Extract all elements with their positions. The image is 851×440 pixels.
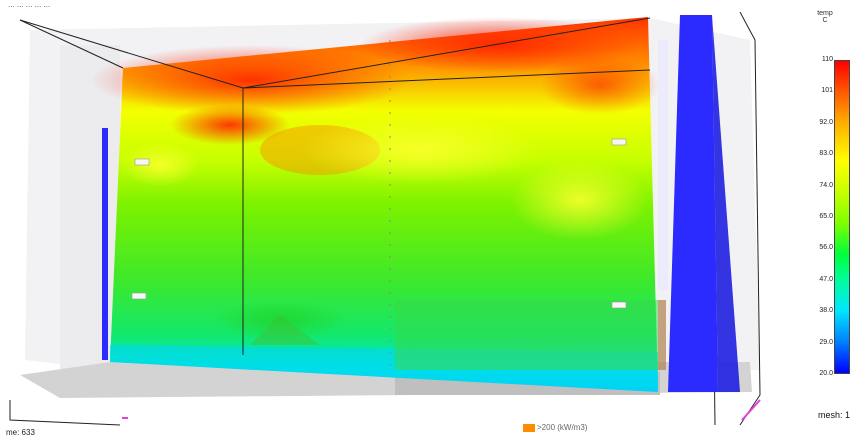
colorbar-tick: 92.0 (819, 118, 833, 126)
colorbar-tick: 83.0 (819, 150, 833, 158)
frame-label: me: 633 (6, 428, 35, 437)
timestamp-label: ... ... ... ... ... (8, 0, 51, 9)
left-wall-vent (102, 128, 108, 360)
colorbar-tick: 56.0 (819, 244, 833, 252)
hrr-label: >200 (kW/m3) (537, 423, 588, 432)
colorbar-tick: 20.0 (819, 370, 833, 377)
right-wall-column (668, 15, 718, 392)
colorbar-tick: 47.0 (819, 275, 833, 283)
colorbar-tick: 29.0 (819, 338, 833, 346)
scene-svg (9, 11, 761, 426)
hrr-swatch (523, 423, 535, 432)
devices (131, 138, 627, 309)
mesh-label: mesh: 1 (818, 410, 851, 420)
temperature-colorbar[interactable] (834, 60, 850, 374)
colorbar-tick: 74.0 (819, 181, 833, 189)
render-viewport[interactable] (0, 0, 800, 440)
colorbar-title: temp C (817, 10, 833, 24)
device-left-lower (131, 292, 147, 300)
left-ghost-wall (60, 45, 120, 375)
colorbar-tick: 38.0 (819, 307, 833, 315)
hrr-legend: >200 (kW/m3) (523, 423, 587, 432)
colorbar-tick: 101 (821, 87, 833, 95)
temperature-slice (90, 17, 660, 392)
device-right-upper (611, 138, 627, 146)
colorbar-tick: 65.0 (819, 213, 833, 220)
door-frame (658, 300, 666, 370)
colorbar-tick: 110 (821, 56, 833, 63)
device-right-lower (611, 301, 627, 309)
green-block (395, 300, 658, 370)
colorbar-ticks: 110 101 92.0 83.0 74.0 65.0 56.0 47.0 38.0 29.0 20… (811, 54, 833, 384)
device-left-upper (134, 158, 150, 166)
